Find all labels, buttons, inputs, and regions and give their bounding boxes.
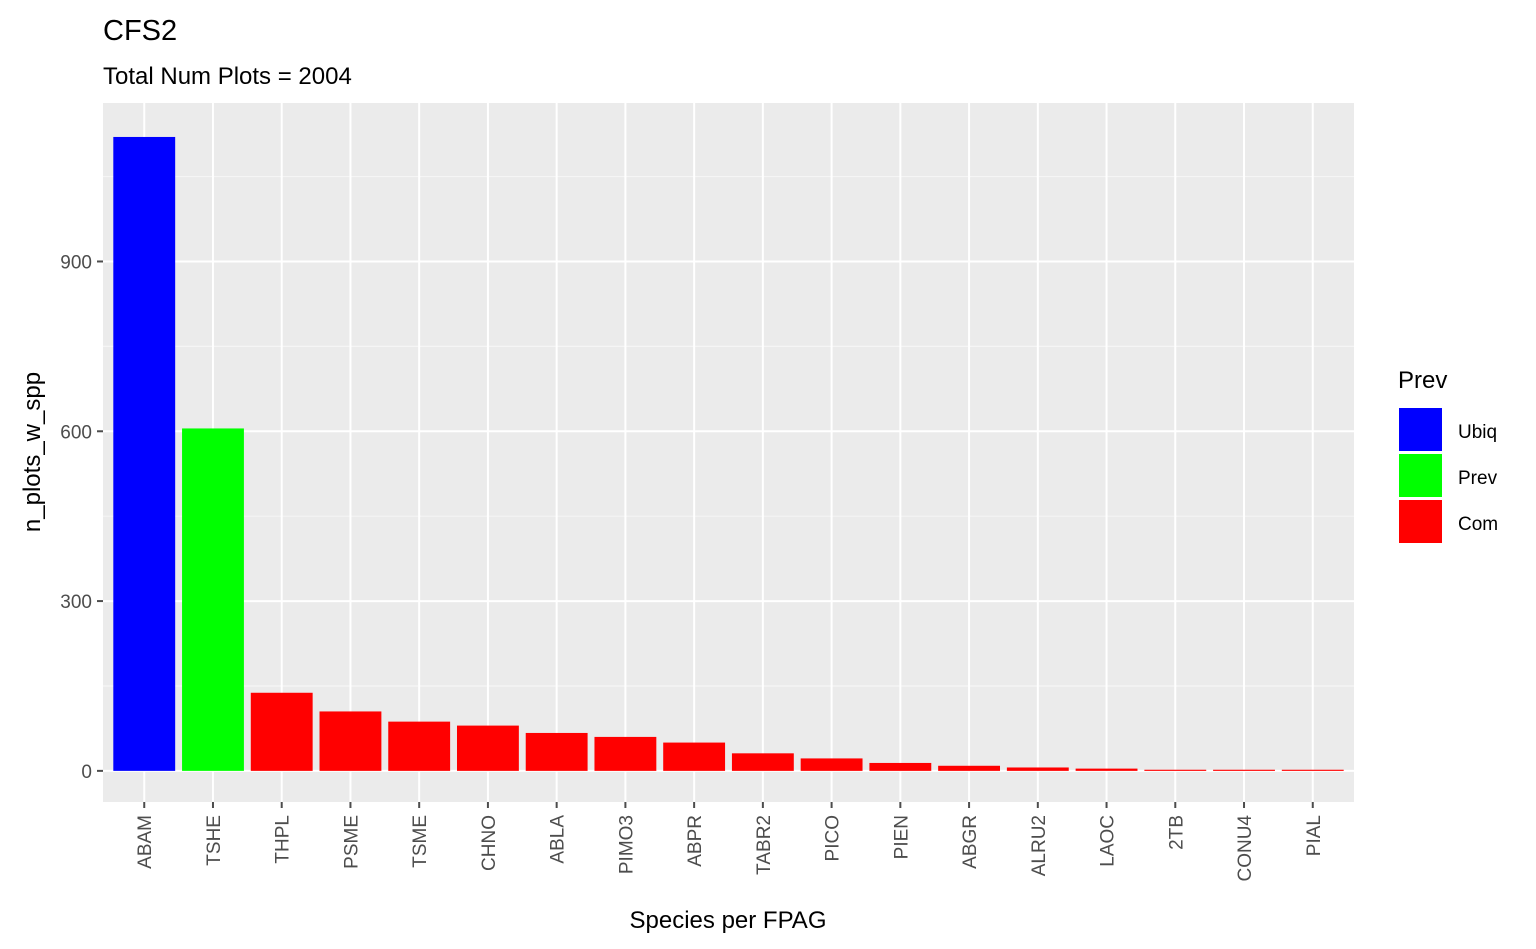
bar-thpl	[250, 692, 313, 771]
y-tick-label: 900	[60, 252, 92, 273]
bar-pien	[869, 762, 932, 771]
legend-swatch-com	[1399, 500, 1442, 543]
bar-2tb	[1144, 769, 1207, 771]
bar-pimo3	[594, 736, 657, 771]
x-tick-label: TSHE	[204, 815, 225, 866]
bar-chno	[456, 725, 519, 771]
bar-alru2	[1006, 767, 1069, 771]
bar-pial	[1281, 769, 1344, 771]
x-axis-title: Species per FPAG	[630, 907, 827, 934]
y-axis: 0 300 600 900	[60, 252, 103, 783]
bar-tabr2	[731, 753, 794, 771]
x-tick-label: ALRU2	[1029, 815, 1050, 876]
x-tick-label: CONU4	[1235, 815, 1256, 882]
bar-tsme	[388, 721, 451, 771]
x-tick-label: THPL	[273, 815, 294, 864]
chart-subtitle: Total Num Plots = 2004	[103, 63, 352, 90]
x-tick-label: CHNO	[479, 815, 500, 871]
bar-abam	[113, 136, 176, 771]
x-tick-label: ABGR	[960, 815, 981, 869]
chart-title: CFS2	[103, 15, 177, 47]
bar-tshe	[182, 428, 244, 771]
legend-label-prev: Prev	[1458, 468, 1498, 489]
legend-title: Prev	[1398, 367, 1447, 394]
x-tick-label: ABLA	[548, 815, 569, 864]
y-axis-title: n_plots_w_spp	[19, 372, 46, 532]
y-tick-label: 0	[81, 762, 92, 783]
x-tick-label: 2TB	[1166, 815, 1187, 850]
bar-psme	[319, 711, 382, 771]
x-axis: ABAM TSHE THPL PSME TSME CHNO ABLA PIMO3 ABPR TAB…	[135, 802, 1325, 882]
legend-swatch-prev	[1399, 454, 1442, 497]
y-tick-label: 300	[60, 592, 92, 613]
x-tick-label: TSME	[410, 815, 431, 868]
legend: Prev Ubiq Prev Com	[1398, 367, 1498, 543]
bars	[113, 136, 1344, 771]
bar-abgr	[938, 765, 1001, 771]
bar-abpr	[663, 742, 726, 771]
bar-conu4	[1213, 769, 1275, 771]
x-tick-label: PIMO3	[616, 815, 637, 874]
y-tick-label: 600	[60, 422, 92, 443]
legend-swatch-ubiq	[1399, 408, 1442, 451]
legend-label-com: Com	[1458, 514, 1498, 535]
legend-items: Ubiq Prev Com	[1399, 408, 1498, 543]
x-tick-label: PIAL	[1304, 815, 1325, 856]
x-tick-label: PICO	[823, 815, 844, 861]
x-tick-label: TABR2	[754, 815, 775, 875]
x-tick-label: LAOC	[1098, 815, 1119, 867]
x-tick-label: ABPR	[685, 815, 706, 867]
bar-abla	[525, 732, 588, 771]
bar-laoc	[1075, 768, 1138, 771]
legend-label-ubiq: Ubiq	[1458, 422, 1497, 443]
x-tick-label: PIEN	[891, 815, 912, 859]
x-tick-label: ABAM	[135, 815, 156, 869]
bar-pico	[800, 758, 863, 771]
x-tick-label: PSME	[341, 815, 362, 869]
